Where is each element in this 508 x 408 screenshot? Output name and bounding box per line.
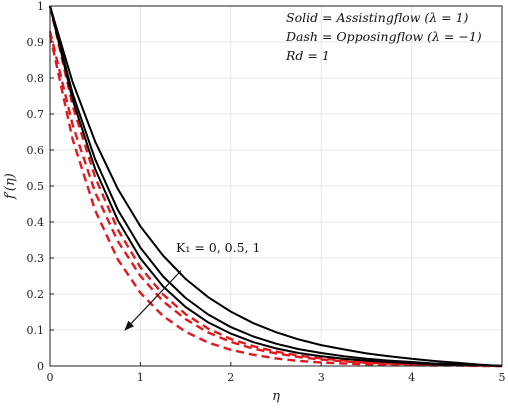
y-tick-label: 0.2: [27, 288, 45, 301]
y-tick-label: 1: [37, 0, 44, 13]
y-tick-label: 0.5: [27, 180, 45, 193]
annotation-arrow: [124, 270, 182, 331]
x-axis-label: η: [272, 389, 280, 404]
y-axis-label: f′(η): [3, 173, 18, 200]
legend-line-2: Dash = Opposingflow (λ = −1): [285, 29, 482, 44]
series-line-opposing-k1-1: [48, 34, 502, 368]
legend-line-1: Solid = Assistingflow (λ = 1): [286, 10, 469, 25]
x-tick-label: 5: [499, 371, 506, 384]
series-line-opposing-k1-0: [48, 5, 503, 368]
x-tick-label: 0: [47, 371, 54, 384]
y-tick-label: 0.4: [27, 216, 45, 229]
ticks: [49, 5, 503, 367]
y-tick-label: 0: [37, 360, 44, 373]
tick-labels: 0 1 2 3 4 5 0 0.1 0.2 0.3 0.4 0.5 0.6 0.7 0.8 0.9 1: [27, 0, 506, 384]
y-tick-label: 0.3: [27, 252, 45, 265]
annotation-text: K₁ = 0, 0.5, 1: [176, 240, 260, 255]
series-line-assisting-k1-1: [49, 5, 503, 367]
y-tick-label: 0.7: [27, 108, 45, 121]
legend: Solid = Assistingflow (λ = 1) Dash = Opp…: [285, 10, 482, 63]
x-tick-label: 2: [227, 371, 234, 384]
series-group: [48, 5, 503, 368]
x-tick-label: 1: [137, 371, 144, 384]
y-tick-label: 0.6: [27, 144, 45, 157]
x-tick-label: 3: [318, 371, 325, 384]
legend-line-3: Rd = 1: [285, 48, 330, 63]
y-tick-label: 0.1: [27, 324, 45, 337]
x-tick-label: 4: [408, 371, 415, 384]
y-tick-label: 0.9: [27, 36, 45, 49]
y-tick-label: 0.8: [27, 72, 45, 85]
series-line-assisting-k1-0: [49, 5, 503, 367]
